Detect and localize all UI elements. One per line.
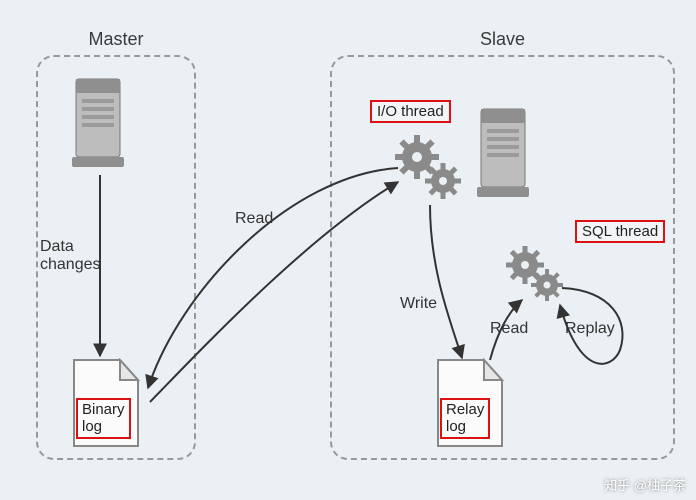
sql-thread-label: SQL thread	[575, 220, 665, 243]
write-label: Write	[400, 295, 437, 313]
io-thread-label: I/O thread	[370, 100, 451, 123]
sql-thread-gears-icon	[505, 245, 567, 312]
relay-log-file-icon: Relay log	[430, 358, 508, 450]
slave-server-icon	[475, 105, 535, 200]
io-thread-gears-icon	[395, 135, 465, 210]
master-title: Master	[38, 29, 194, 50]
binary-log-label: Binary log	[76, 398, 131, 439]
slave-title: Slave	[332, 29, 673, 50]
master-server-icon	[70, 75, 130, 170]
binary-log-file-icon: Binary log	[66, 358, 144, 450]
relay-log-label: Relay log	[440, 398, 490, 439]
data-changes-label: Data changes	[40, 238, 101, 274]
read-master-label: Read	[235, 210, 273, 228]
read-relay-label: Read	[490, 320, 528, 338]
replay-label: Replay	[565, 320, 615, 338]
watermark: 知乎 @柚子茶	[604, 475, 686, 494]
